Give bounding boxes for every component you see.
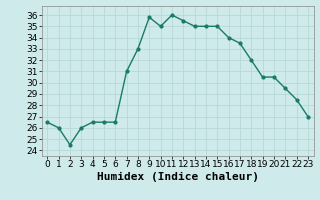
X-axis label: Humidex (Indice chaleur): Humidex (Indice chaleur): [97, 172, 259, 182]
